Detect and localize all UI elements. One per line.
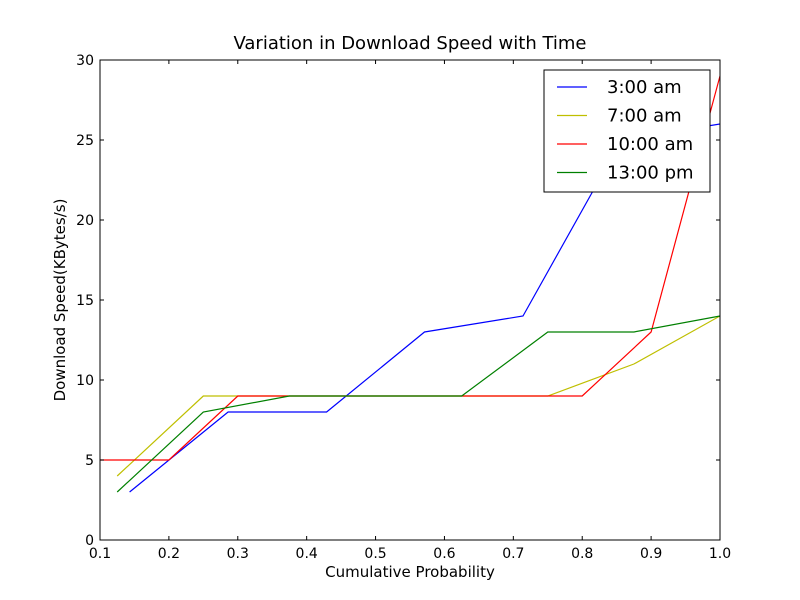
x-tick-label: 0.7 bbox=[502, 546, 524, 562]
plot-area: 0.1 0.2 0.3 0.4 0.5 0.6 0.7 0.8 0.9 1.0 0 5 10 15 20 25… bbox=[76, 53, 731, 562]
y-tick-label: 0 bbox=[85, 533, 94, 549]
legend-box bbox=[543, 69, 711, 193]
legend-label: 13:00 pm bbox=[607, 163, 694, 184]
x-tick-label: 0.9 bbox=[640, 546, 662, 562]
x-tick-label: 1.0 bbox=[709, 546, 731, 562]
x-tick-label: 0.8 bbox=[571, 546, 593, 562]
x-tick-label: 0.5 bbox=[364, 546, 386, 562]
chart-title: Variation in Download Speed with Time bbox=[233, 33, 586, 54]
y-tick-label: 30 bbox=[76, 53, 94, 69]
y-tick-label: 20 bbox=[76, 213, 94, 229]
x-tick-label: 0.3 bbox=[227, 546, 249, 562]
legend: 3:00 am 7:00 am 10:00 am 13:00 pm bbox=[543, 69, 711, 193]
legend-label: 7:00 am bbox=[607, 106, 682, 127]
x-tick-label: 0.1 bbox=[89, 546, 111, 562]
y-tick-label: 25 bbox=[76, 133, 94, 149]
x-axis-title: Cumulative Probability bbox=[325, 563, 495, 581]
x-tick-label: 0.2 bbox=[158, 546, 180, 562]
y-tick-label: 5 bbox=[85, 453, 94, 469]
legend-label: 3:00 am bbox=[607, 77, 682, 98]
y-tick-label: 10 bbox=[76, 373, 94, 389]
legend-label: 10:00 am bbox=[607, 134, 693, 155]
series-line-4 bbox=[116, 315, 720, 493]
y-axis-title: Download Speed(KBytes/s) bbox=[51, 199, 69, 402]
y-tick-label: 15 bbox=[76, 293, 94, 309]
x-tick-label: 0.6 bbox=[433, 546, 455, 562]
x-tick-label: 0.4 bbox=[296, 546, 318, 562]
